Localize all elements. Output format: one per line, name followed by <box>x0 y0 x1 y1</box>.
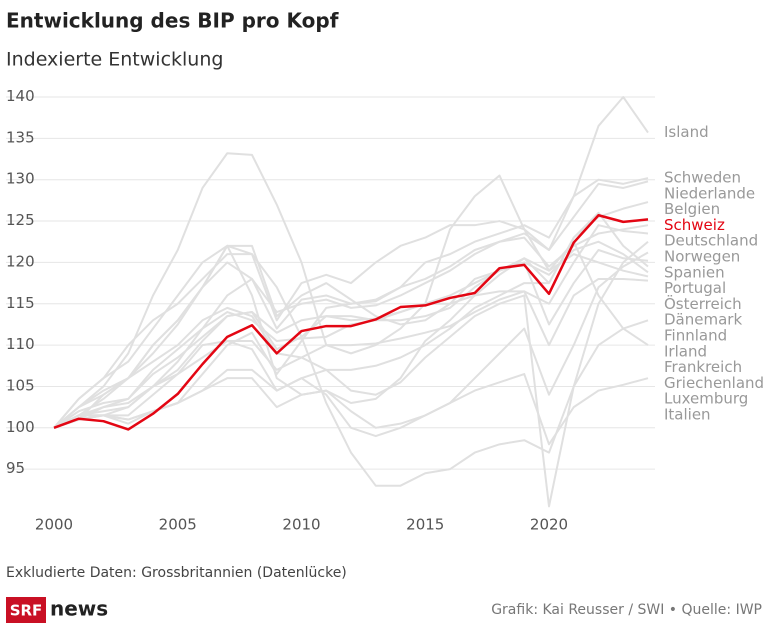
series-line <box>53 373 649 446</box>
series-line <box>53 253 649 487</box>
legend-label: Spanien <box>664 263 725 281</box>
legend-label: Schweiz <box>664 216 725 234</box>
y-tick-label: 120 <box>6 252 35 270</box>
y-tick-label: 125 <box>6 211 35 229</box>
x-tick-label: 2015 <box>406 516 444 534</box>
legend-label: Frankreich <box>664 358 742 376</box>
x-tick-label: 2010 <box>282 516 320 534</box>
series-line <box>53 277 649 429</box>
legend-label: Niederlande <box>664 184 755 202</box>
legend-label: Italien <box>664 406 711 424</box>
logo-product: news <box>50 597 108 621</box>
chart-title: Entwicklung des BIP pro Kopf <box>6 9 339 33</box>
legend-label: Deutschland <box>664 232 758 250</box>
y-tick-label: 110 <box>6 335 35 353</box>
legend-label: Irland <box>664 342 707 360</box>
credit: Grafik: Kai Reusser / SWI • Quelle: IWP <box>491 602 762 618</box>
legend-label: Österreich <box>664 294 742 313</box>
series-line <box>53 224 649 429</box>
legend-label: Schweden <box>664 169 741 187</box>
legend-label: Portugal <box>664 279 726 297</box>
y-tick-label: 95 <box>6 459 25 477</box>
y-tick-label: 100 <box>6 418 35 436</box>
chart-subtitle: Indexierte Entwicklung <box>6 49 223 71</box>
series-line <box>53 220 649 429</box>
legend-label: Luxemburg <box>664 390 748 408</box>
series-line <box>53 214 649 431</box>
series-line <box>53 248 649 429</box>
y-tick-label: 135 <box>6 128 35 146</box>
x-tick-label: 2020 <box>530 516 568 534</box>
legend-label: Griechenland <box>664 374 764 392</box>
x-tick-label: 2000 <box>35 516 73 534</box>
y-tick-label: 140 <box>6 87 35 105</box>
legend-label: Belgien <box>664 200 720 218</box>
x-tick-label: 2005 <box>159 516 197 534</box>
legend-label: Dänemark <box>664 311 742 329</box>
y-tick-label: 130 <box>6 170 35 188</box>
y-tick-label: 115 <box>6 294 35 312</box>
series-line <box>53 240 649 508</box>
legend-label: Norwegen <box>664 248 740 266</box>
series-line <box>53 211 649 429</box>
legend-label: Finnland <box>664 327 727 345</box>
series-line <box>53 240 649 429</box>
note: Exkludierte Daten: Grossbritannien (Date… <box>6 565 347 581</box>
logo-brand: SRF <box>10 602 43 620</box>
logo-box <box>6 597 46 623</box>
y-tick-label: 105 <box>6 376 35 394</box>
legend-label: Island <box>664 123 709 141</box>
